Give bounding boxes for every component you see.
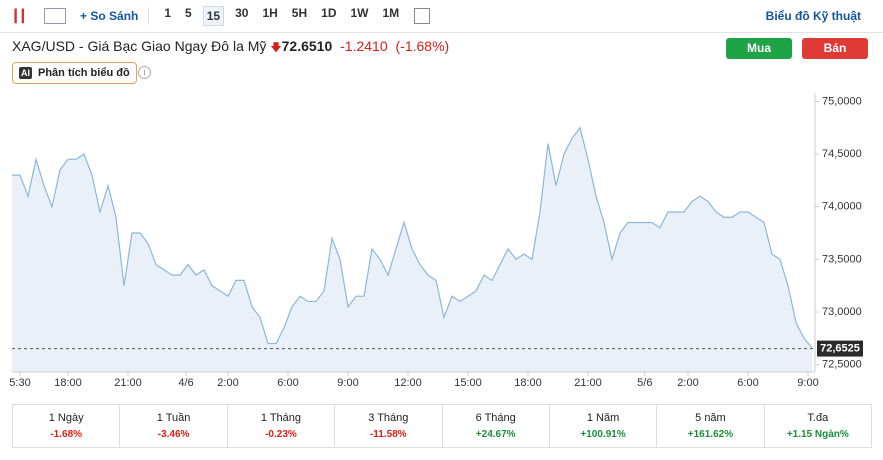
- period-change: +1.15 Ngàn%: [786, 429, 849, 440]
- interval-button[interactable]: 1D: [321, 6, 337, 20]
- x-tick-label: 4/6: [178, 377, 193, 389]
- y-tick-label: 73,5000: [822, 253, 862, 265]
- settings-icon[interactable]: [414, 8, 431, 24]
- y-tick-label: 73,0000: [822, 306, 862, 318]
- info-icon[interactable]: i: [138, 66, 151, 79]
- interval-button[interactable]: 5: [185, 6, 192, 20]
- intervals: 1 5 15 30 1H 5H 1D 1W 1M: [157, 6, 406, 26]
- period-change: +24.67%: [475, 429, 516, 440]
- period-change: -0.23%: [265, 429, 297, 440]
- performance-cell: 6 Tháng +24.67%: [443, 405, 550, 447]
- x-tick-label: 2:00: [217, 377, 238, 389]
- sell-button[interactable]: Bán: [802, 38, 868, 59]
- toolbar: ┃┃ + So Sánh 1 5 15 30 1H 5H 1D 1W 1M Biểu đồ Kỹ…: [0, 0, 883, 33]
- interval-button[interactable]: 1W: [350, 6, 369, 20]
- change-pct: (-1.68%): [395, 38, 450, 54]
- y-tick-label: 74,5000: [822, 148, 862, 160]
- interval-button[interactable]: 30: [235, 6, 249, 20]
- price: 72.6510: [281, 38, 333, 54]
- last-price-label: 72,6525: [820, 342, 860, 354]
- interval-button[interactable]: 1H: [262, 6, 278, 20]
- line-icon[interactable]: [44, 8, 66, 24]
- technical-link[interactable]: Biểu đồ Kỹ thuật: [765, 9, 861, 23]
- performance-cell: T.đa +1.15 Ngàn%: [765, 405, 871, 447]
- period-change: -3.46%: [157, 429, 190, 440]
- performance-cell: 1 Ngày -1.68%: [13, 405, 121, 447]
- x-tick-label: 15:00: [454, 377, 482, 389]
- interval-button[interactable]: 1M: [382, 6, 400, 20]
- ai-label: Phân tích biểu đồ: [38, 67, 130, 79]
- performance-cell: 1 Năm +100.91%: [550, 405, 658, 447]
- period-change: +100.91%: [580, 429, 626, 440]
- period-label: 1 Tuần: [156, 412, 191, 424]
- chart: Investing.com72,500073,000073,500074,000…: [9, 93, 863, 389]
- x-tick-label: 5/6: [637, 377, 652, 389]
- period-label: 1 Tháng: [260, 412, 302, 424]
- performance-cell: 1 Tháng -0.23%: [228, 405, 336, 447]
- interval-button[interactable]: 15: [202, 6, 225, 26]
- instrument-header: XAG/USD - Giá Bạc Giao Ngay Đô la Mỹ 🡇72…: [12, 38, 450, 54]
- x-tick-label: 21:00: [574, 377, 602, 389]
- y-tick-label: 72,5000: [822, 359, 862, 371]
- x-tick-label: 18:00: [54, 377, 82, 389]
- candle-icon[interactable]: ┃┃: [12, 9, 27, 23]
- performance-cell: 3 Tháng -11.58%: [335, 405, 443, 447]
- ai-button[interactable]: AI Phân tích biểu đồ: [12, 62, 137, 84]
- period-change: -1.68%: [50, 429, 83, 440]
- x-tick-label: 6:00: [737, 377, 758, 389]
- compare-button[interactable]: + So Sánh: [80, 9, 139, 23]
- price-line: [12, 126, 813, 349]
- period-label: 1 Năm: [586, 412, 620, 424]
- period-label: 3 Tháng: [368, 412, 409, 424]
- x-tick-label: 9:00: [797, 377, 818, 389]
- ai-badge: AI: [19, 67, 32, 79]
- x-tick-label: 2:00: [677, 377, 698, 389]
- interval-button[interactable]: 5H: [291, 6, 308, 20]
- x-tick-label: 6:00: [277, 377, 298, 389]
- performance-cell: 1 Tuần -3.46%: [120, 405, 228, 447]
- x-tick-label: 12:00: [394, 377, 422, 389]
- y-tick-label: 74,0000: [822, 201, 862, 213]
- x-tick-label: 9:00: [337, 377, 358, 389]
- x-tick-label: 21:00: [114, 377, 142, 389]
- performance-table: 1 Ngày -1.68% 1 Tuần -3.46% 1 Tháng -0.23% 3 T…: [12, 404, 872, 448]
- change: -1.2410: [340, 38, 388, 54]
- period-change: -11.58%: [369, 429, 407, 440]
- x-tick-label: 5:30: [9, 377, 30, 389]
- period-label: 5 năm: [695, 412, 726, 424]
- instrument-title: XAG/USD - Giá Bạc Giao Ngay Đô la Mỹ: [12, 38, 267, 54]
- interval-button[interactable]: 1: [164, 6, 172, 20]
- x-tick-label: 18:00: [514, 377, 542, 389]
- performance-cell: 5 năm +161.62%: [657, 405, 765, 447]
- compare-label: So Sánh: [90, 9, 139, 23]
- buy-button[interactable]: Mua: [726, 38, 792, 59]
- period-label: 6 Tháng: [475, 412, 516, 424]
- period-label: 1 Ngày: [48, 412, 84, 424]
- y-tick-label: 75,0000: [822, 95, 862, 107]
- period-label: T.đa: [807, 412, 829, 424]
- last-price-box: [817, 340, 863, 357]
- period-change: +161.62%: [687, 429, 734, 440]
